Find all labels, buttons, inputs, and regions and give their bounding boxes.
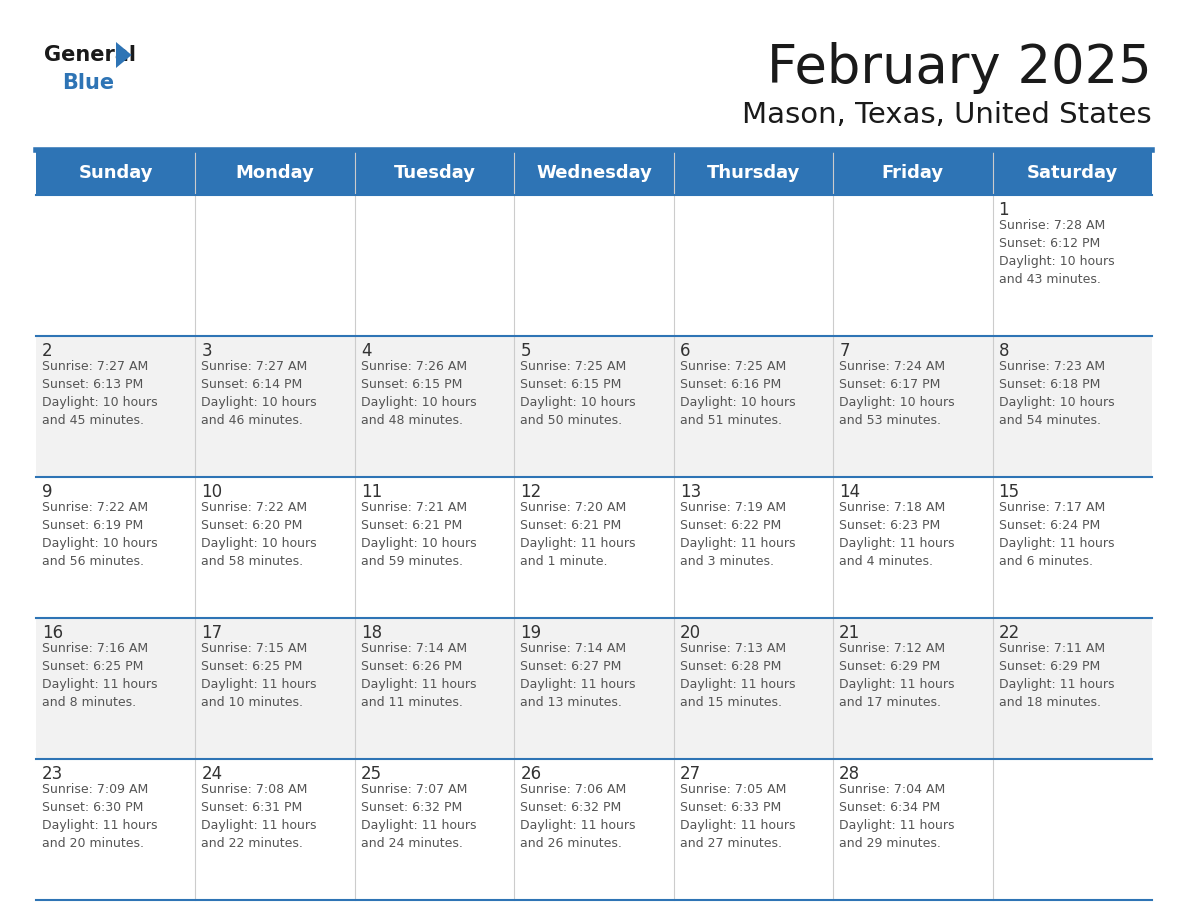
- Text: 19: 19: [520, 624, 542, 642]
- Text: Sunrise: 7:28 AM
Sunset: 6:12 PM
Daylight: 10 hours
and 43 minutes.: Sunrise: 7:28 AM Sunset: 6:12 PM Dayligh…: [999, 219, 1114, 286]
- Text: 20: 20: [680, 624, 701, 642]
- Text: 12: 12: [520, 483, 542, 501]
- Text: Sunrise: 7:04 AM
Sunset: 6:34 PM
Daylight: 11 hours
and 29 minutes.: Sunrise: 7:04 AM Sunset: 6:34 PM Dayligh…: [839, 783, 955, 850]
- Bar: [36, 477, 1152, 618]
- Text: 8: 8: [999, 342, 1009, 360]
- Text: 17: 17: [202, 624, 222, 642]
- Text: Sunrise: 7:05 AM
Sunset: 6:33 PM
Daylight: 11 hours
and 27 minutes.: Sunrise: 7:05 AM Sunset: 6:33 PM Dayligh…: [680, 783, 795, 850]
- Text: Sunrise: 7:22 AM
Sunset: 6:19 PM
Daylight: 10 hours
and 56 minutes.: Sunrise: 7:22 AM Sunset: 6:19 PM Dayligh…: [42, 501, 158, 568]
- Text: General: General: [44, 45, 135, 65]
- Text: Sunrise: 7:27 AM
Sunset: 6:13 PM
Daylight: 10 hours
and 45 minutes.: Sunrise: 7:27 AM Sunset: 6:13 PM Dayligh…: [42, 360, 158, 427]
- Text: Wednesday: Wednesday: [536, 163, 652, 182]
- Text: 9: 9: [42, 483, 52, 501]
- Text: Sunrise: 7:25 AM
Sunset: 6:16 PM
Daylight: 10 hours
and 51 minutes.: Sunrise: 7:25 AM Sunset: 6:16 PM Dayligh…: [680, 360, 795, 427]
- Text: Tuesday: Tuesday: [393, 163, 475, 182]
- Polygon shape: [116, 42, 132, 68]
- Bar: [36, 195, 1152, 336]
- Text: Sunrise: 7:06 AM
Sunset: 6:32 PM
Daylight: 11 hours
and 26 minutes.: Sunrise: 7:06 AM Sunset: 6:32 PM Dayligh…: [520, 783, 636, 850]
- Text: 14: 14: [839, 483, 860, 501]
- Text: Sunday: Sunday: [78, 163, 153, 182]
- Text: Sunrise: 7:19 AM
Sunset: 6:22 PM
Daylight: 11 hours
and 3 minutes.: Sunrise: 7:19 AM Sunset: 6:22 PM Dayligh…: [680, 501, 795, 568]
- Text: Sunrise: 7:20 AM
Sunset: 6:21 PM
Daylight: 11 hours
and 1 minute.: Sunrise: 7:20 AM Sunset: 6:21 PM Dayligh…: [520, 501, 636, 568]
- Text: Sunrise: 7:07 AM
Sunset: 6:32 PM
Daylight: 11 hours
and 24 minutes.: Sunrise: 7:07 AM Sunset: 6:32 PM Dayligh…: [361, 783, 476, 850]
- Text: Monday: Monday: [235, 163, 315, 182]
- Text: 4: 4: [361, 342, 372, 360]
- Text: Sunrise: 7:18 AM
Sunset: 6:23 PM
Daylight: 11 hours
and 4 minutes.: Sunrise: 7:18 AM Sunset: 6:23 PM Dayligh…: [839, 501, 955, 568]
- Text: 24: 24: [202, 765, 222, 783]
- Bar: [36, 759, 1152, 900]
- Text: 18: 18: [361, 624, 383, 642]
- Text: 7: 7: [839, 342, 849, 360]
- Text: 5: 5: [520, 342, 531, 360]
- Text: Sunrise: 7:08 AM
Sunset: 6:31 PM
Daylight: 11 hours
and 22 minutes.: Sunrise: 7:08 AM Sunset: 6:31 PM Dayligh…: [202, 783, 317, 850]
- Text: Sunrise: 7:14 AM
Sunset: 6:26 PM
Daylight: 11 hours
and 11 minutes.: Sunrise: 7:14 AM Sunset: 6:26 PM Dayligh…: [361, 642, 476, 709]
- Text: 15: 15: [999, 483, 1019, 501]
- Bar: [36, 150, 1152, 195]
- Text: 28: 28: [839, 765, 860, 783]
- Text: 21: 21: [839, 624, 860, 642]
- Text: 13: 13: [680, 483, 701, 501]
- Bar: [36, 336, 1152, 477]
- Text: Mason, Texas, United States: Mason, Texas, United States: [742, 101, 1152, 129]
- Text: Sunrise: 7:25 AM
Sunset: 6:15 PM
Daylight: 10 hours
and 50 minutes.: Sunrise: 7:25 AM Sunset: 6:15 PM Dayligh…: [520, 360, 636, 427]
- Text: Sunrise: 7:27 AM
Sunset: 6:14 PM
Daylight: 10 hours
and 46 minutes.: Sunrise: 7:27 AM Sunset: 6:14 PM Dayligh…: [202, 360, 317, 427]
- Text: 2: 2: [42, 342, 52, 360]
- Text: Thursday: Thursday: [707, 163, 800, 182]
- Text: February 2025: February 2025: [767, 42, 1152, 94]
- Text: Sunrise: 7:16 AM
Sunset: 6:25 PM
Daylight: 11 hours
and 8 minutes.: Sunrise: 7:16 AM Sunset: 6:25 PM Dayligh…: [42, 642, 158, 709]
- Text: 26: 26: [520, 765, 542, 783]
- Text: Sunrise: 7:09 AM
Sunset: 6:30 PM
Daylight: 11 hours
and 20 minutes.: Sunrise: 7:09 AM Sunset: 6:30 PM Dayligh…: [42, 783, 158, 850]
- Text: 10: 10: [202, 483, 222, 501]
- Text: 3: 3: [202, 342, 211, 360]
- Text: 6: 6: [680, 342, 690, 360]
- Text: Sunrise: 7:23 AM
Sunset: 6:18 PM
Daylight: 10 hours
and 54 minutes.: Sunrise: 7:23 AM Sunset: 6:18 PM Dayligh…: [999, 360, 1114, 427]
- Text: Sunrise: 7:12 AM
Sunset: 6:29 PM
Daylight: 11 hours
and 17 minutes.: Sunrise: 7:12 AM Sunset: 6:29 PM Dayligh…: [839, 642, 955, 709]
- Text: 27: 27: [680, 765, 701, 783]
- Text: Sunrise: 7:13 AM
Sunset: 6:28 PM
Daylight: 11 hours
and 15 minutes.: Sunrise: 7:13 AM Sunset: 6:28 PM Dayligh…: [680, 642, 795, 709]
- Bar: [36, 618, 1152, 759]
- Text: 23: 23: [42, 765, 63, 783]
- Text: 11: 11: [361, 483, 383, 501]
- Text: Sunrise: 7:15 AM
Sunset: 6:25 PM
Daylight: 11 hours
and 10 minutes.: Sunrise: 7:15 AM Sunset: 6:25 PM Dayligh…: [202, 642, 317, 709]
- Text: Sunrise: 7:24 AM
Sunset: 6:17 PM
Daylight: 10 hours
and 53 minutes.: Sunrise: 7:24 AM Sunset: 6:17 PM Dayligh…: [839, 360, 955, 427]
- Text: Sunrise: 7:22 AM
Sunset: 6:20 PM
Daylight: 10 hours
and 58 minutes.: Sunrise: 7:22 AM Sunset: 6:20 PM Dayligh…: [202, 501, 317, 568]
- Text: Sunrise: 7:26 AM
Sunset: 6:15 PM
Daylight: 10 hours
and 48 minutes.: Sunrise: 7:26 AM Sunset: 6:15 PM Dayligh…: [361, 360, 476, 427]
- Text: Sunrise: 7:21 AM
Sunset: 6:21 PM
Daylight: 10 hours
and 59 minutes.: Sunrise: 7:21 AM Sunset: 6:21 PM Dayligh…: [361, 501, 476, 568]
- Text: 25: 25: [361, 765, 383, 783]
- Text: Sunrise: 7:14 AM
Sunset: 6:27 PM
Daylight: 11 hours
and 13 minutes.: Sunrise: 7:14 AM Sunset: 6:27 PM Dayligh…: [520, 642, 636, 709]
- Text: 16: 16: [42, 624, 63, 642]
- Text: Blue: Blue: [62, 73, 114, 93]
- Text: Sunrise: 7:17 AM
Sunset: 6:24 PM
Daylight: 11 hours
and 6 minutes.: Sunrise: 7:17 AM Sunset: 6:24 PM Dayligh…: [999, 501, 1114, 568]
- Text: Friday: Friday: [881, 163, 944, 182]
- Text: 22: 22: [999, 624, 1019, 642]
- Text: Sunrise: 7:11 AM
Sunset: 6:29 PM
Daylight: 11 hours
and 18 minutes.: Sunrise: 7:11 AM Sunset: 6:29 PM Dayligh…: [999, 642, 1114, 709]
- Text: 1: 1: [999, 201, 1009, 219]
- Text: Saturday: Saturday: [1026, 163, 1118, 182]
